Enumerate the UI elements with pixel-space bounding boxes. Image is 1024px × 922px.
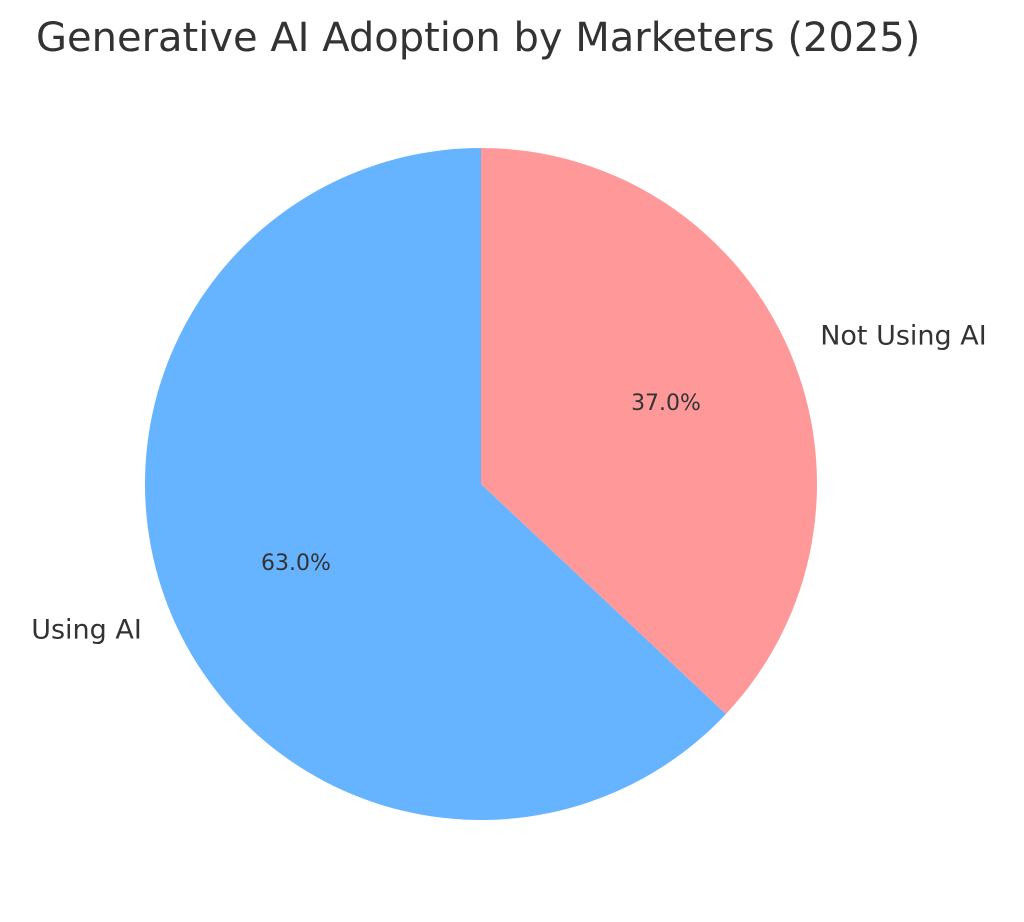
category-label: Using AI xyxy=(31,614,142,645)
pie-slice-not-using-ai xyxy=(481,148,818,715)
percent-label: 63.0% xyxy=(261,551,331,576)
pie-labels: Using AI 63.0% Not Using AI 37.0% xyxy=(31,321,986,646)
pie-slice-using-ai xyxy=(145,148,726,820)
chart-title: Generative AI Adoption by Marketers (202… xyxy=(36,15,920,61)
category-label: Not Using AI xyxy=(820,321,986,352)
pie-slices xyxy=(145,148,818,820)
percent-label: 37.0% xyxy=(631,391,701,416)
